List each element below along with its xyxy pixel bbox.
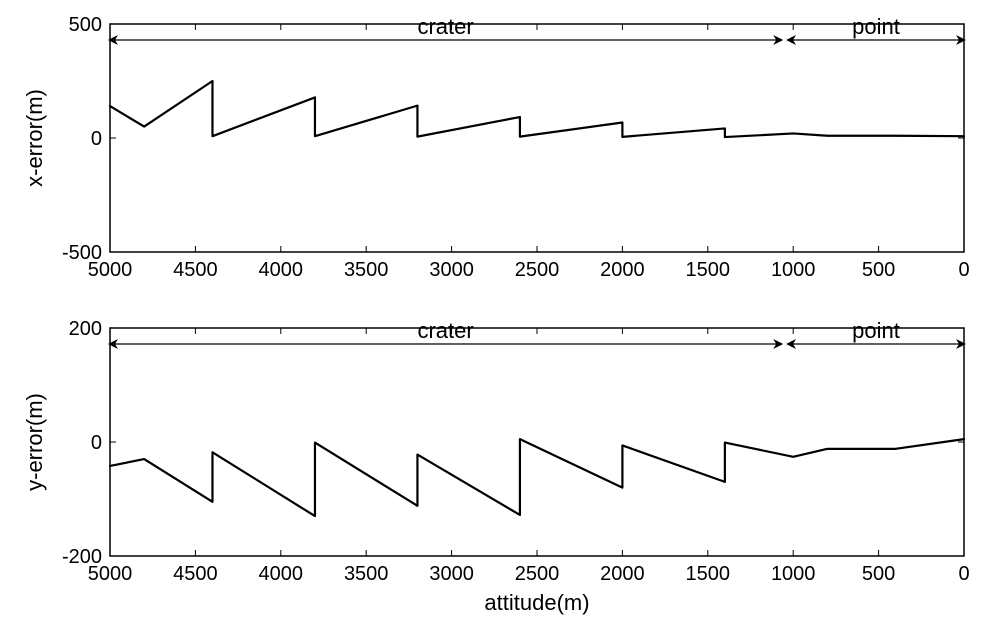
y-tick-label: 0 [91,128,102,150]
x-tick-label: 500 [862,563,895,585]
x-tick-label: 3000 [429,563,474,585]
x-tick-label: 4000 [259,259,304,281]
annotation-label-crater: crater [417,318,473,343]
x-tick-label: 3500 [344,563,389,585]
x-axis-label: attitude(m) [484,590,589,615]
x-tick-label: 2000 [600,563,645,585]
x-tick-label: 2500 [515,563,560,585]
y-axis-label: x-error(m) [22,89,47,187]
figure-background [0,0,1000,636]
y-tick-label: 200 [69,318,102,340]
y-tick-label: -500 [62,242,102,264]
y-tick-label: 0 [91,432,102,454]
y-tick-label: 500 [69,14,102,36]
x-tick-label: 2500 [515,259,560,281]
x-tick-label: 1000 [771,259,816,281]
y-tick-label: -200 [62,546,102,568]
x-tick-label: 4500 [173,259,218,281]
x-tick-label: 4500 [173,563,218,585]
x-tick-label: 0 [958,259,969,281]
y-axis-label: y-error(m) [22,393,47,491]
figure-svg: 5000450040003500300025002000150010005000… [0,0,1000,636]
x-tick-label: 500 [862,259,895,281]
annotation-label-point: point [852,14,900,39]
annotation-label-point: point [852,318,900,343]
x-tick-label: 4000 [259,563,304,585]
figure-container: { "figure": { "width": 1000, "height": 6… [0,0,1000,636]
x-tick-label: 0 [958,563,969,585]
x-tick-label: 3500 [344,259,389,281]
x-tick-label: 1500 [686,563,731,585]
x-tick-label: 1500 [686,259,731,281]
annotation-label-crater: crater [417,14,473,39]
x-tick-label: 3000 [429,259,474,281]
x-tick-label: 1000 [771,563,816,585]
x-tick-label: 2000 [600,259,645,281]
